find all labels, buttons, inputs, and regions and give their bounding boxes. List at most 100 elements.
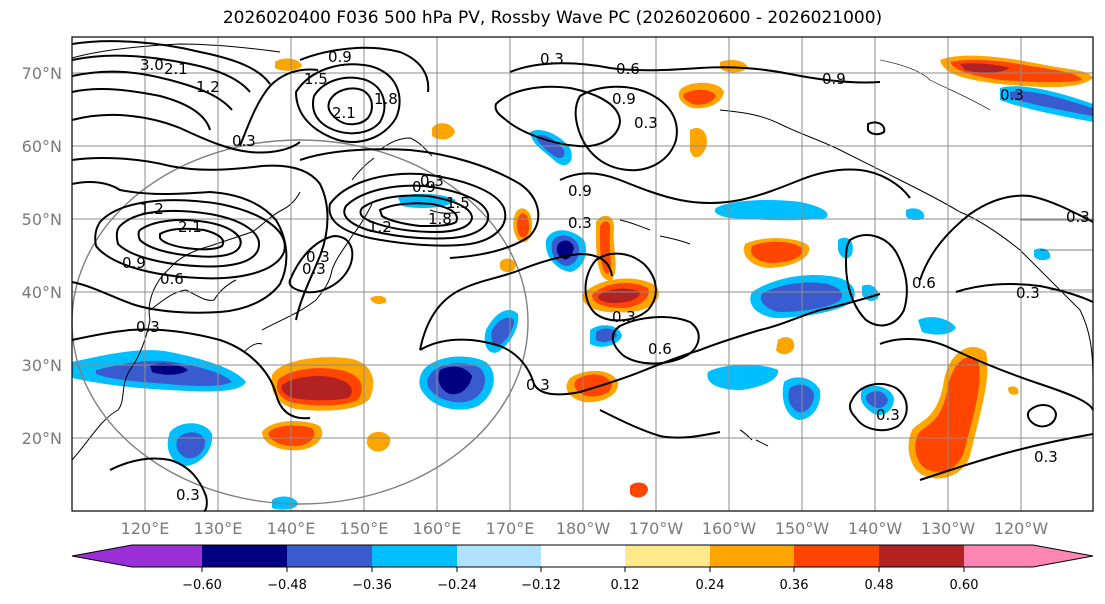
contour-label: 0.3 [1034, 448, 1058, 466]
contour-mid-low-2 [343, 184, 490, 240]
negative-anomaly-china-coast [72, 350, 298, 510]
colorbar-segment [372, 545, 457, 567]
contour-west-outer [71, 181, 288, 314]
lat-label: 70°N [22, 64, 62, 83]
contour-0.9-north [299, 46, 430, 93]
contour-label: 3.0 [140, 56, 164, 74]
lon-label: 140°E [267, 519, 316, 538]
contour-0.3-sw [109, 457, 208, 512]
contour-mid-low-3 [359, 194, 474, 234]
contour-west-low-inner [159, 227, 225, 251]
colorbar-tick-label: 0.36 [780, 578, 809, 593]
colorbar-segment [457, 545, 541, 567]
colorbar-segment [202, 545, 287, 567]
colorbar-segment [287, 545, 372, 567]
colorbar-segment [1033, 545, 1093, 567]
canada-borders [879, 59, 991, 111]
lon-label: 170°E [486, 519, 535, 538]
contour-label: 1.8 [374, 90, 398, 108]
contour-label: 0.3 [1016, 284, 1040, 302]
negative-anomaly-west-pacific [398, 193, 519, 410]
contour-dateline-loop [584, 252, 657, 322]
colorbar-segment [625, 545, 710, 567]
contour-0.3-north [71, 113, 301, 154]
contour-label: 0.3 [302, 260, 326, 278]
positive-anomaly-central-pacific [275, 58, 810, 403]
longitude-axis: 120°E 130°E 140°E 150°E 160°E 170°E 180°… [121, 519, 1049, 538]
positive-anomaly-east-of-japan [271, 357, 374, 411]
colorbar-tick-label: 0.12 [611, 578, 640, 593]
contour-0.3-japan [288, 234, 354, 294]
lat-label: 40°N [22, 283, 62, 302]
contour-label: 1.2 [196, 78, 220, 96]
contour-0.3-sc [599, 409, 721, 439]
colorbar-tick-label: −0.12 [521, 578, 561, 593]
contour-0.3-west [71, 157, 329, 321]
contour-west-low-2 [115, 209, 261, 268]
korea-coastline [149, 279, 237, 311]
contour-label: 0.9 [412, 178, 436, 196]
kamchatka-coastline [379, 137, 433, 157]
contour-label: 1.5 [304, 70, 328, 88]
contour-0.6-loop [611, 316, 700, 365]
colorbar-tick-label: −0.36 [352, 578, 392, 593]
contour-label: 2.1 [332, 104, 356, 122]
contour-label: 0.3 [526, 376, 550, 394]
contour-low-mid [312, 76, 386, 135]
colorbar: −0.60 −0.48 −0.36 −0.24 −0.12 0.12 0.24 … [71, 544, 1094, 593]
contour-label: 0.3 [612, 308, 636, 326]
contour-0.3-loop-se [848, 383, 908, 432]
contour-0.3-south [71, 328, 311, 420]
contour-mid-low-inner [378, 202, 458, 228]
aleutian-islands [619, 219, 691, 245]
contour-0.3-loop [419, 252, 613, 351]
contour-0.3-ridge [239, 68, 319, 147]
contour-label: 0.6 [160, 270, 184, 288]
lon-label: 130°W [921, 519, 976, 538]
contour-label: 0.9 [568, 182, 592, 200]
north-america-coastline [959, 211, 1094, 381]
contour-label: 1.2 [368, 218, 392, 236]
negative-anomaly-north [906, 86, 1093, 261]
contour-label: 0.3 [136, 318, 160, 336]
rossby-wave-fills [72, 55, 1093, 510]
contour-label: 0.9 [328, 48, 352, 66]
contour-label: 0.3 [306, 248, 330, 266]
siberia-coastline [71, 43, 281, 59]
latitude-axis: 70°N 60°N 50°N 40°N 30°N 20°N [22, 64, 62, 448]
contour-west-low-outer [94, 199, 286, 280]
contour-label: 0.3 [634, 114, 658, 132]
aleutian-west [429, 209, 461, 214]
colorbar-segment [72, 545, 132, 567]
colorbar-tick-label: 0.48 [865, 578, 894, 593]
lon-label: 160°E [413, 519, 462, 538]
contour-low-outer [294, 63, 401, 143]
contour-north-2 [71, 54, 251, 93]
map-title: 2026020400 F036 500 hPa PV, Rossby Wave … [222, 8, 883, 28]
contour-small-north [867, 121, 886, 136]
contour-label: 0.3 [876, 406, 900, 424]
colorbar-ticks [201, 567, 965, 572]
lon-label: 130°E [194, 519, 243, 538]
kyushu-coastline [243, 343, 263, 353]
contour-low-inner [327, 87, 373, 126]
contour-mid-low-outer [328, 172, 507, 247]
contour-north-1 [71, 40, 271, 85]
hawaii-islands [739, 429, 769, 447]
colorbar-segment [964, 545, 1034, 567]
pv-contours [71, 40, 1094, 512]
colorbar-tick-label: 0.24 [696, 578, 725, 593]
contour-label: 2.1 [178, 218, 202, 236]
colorbar-segment [541, 545, 625, 567]
colorbar-tick-label: 0.60 [950, 578, 979, 593]
contour-label: 0.3 [1066, 208, 1090, 226]
lat-label: 30°N [22, 356, 62, 375]
colorbar-segment [794, 545, 879, 567]
contour-0.6-ne [844, 234, 908, 327]
contour-label: 0.3 [568, 214, 592, 232]
lat-label: 50°N [22, 210, 62, 229]
alaska-coastline [719, 109, 961, 213]
contour-0.3-east-2 [879, 338, 1094, 411]
contour-0.9-mid [299, 148, 540, 259]
contour-label: 1.2 [140, 200, 164, 218]
